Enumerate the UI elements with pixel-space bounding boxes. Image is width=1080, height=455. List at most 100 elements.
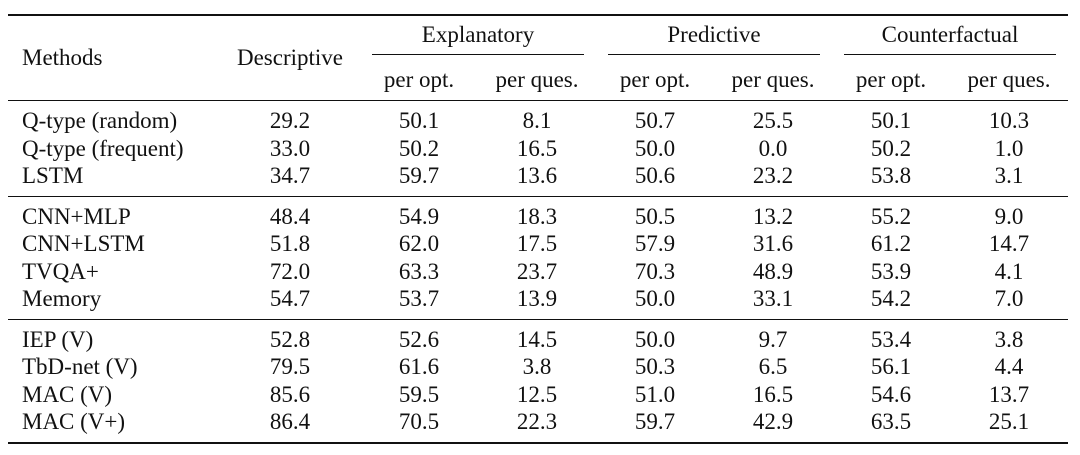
value-cell: 56.1	[870, 354, 912, 379]
value-cell: 50.2	[398, 135, 440, 161]
table-row: CNN+LSTM 51.8 62.0 17.5 57.9 31.6 61.2 14.7	[8, 230, 1068, 258]
value-cell: 9.7	[758, 326, 788, 352]
value-cell: 25.1	[988, 409, 1030, 434]
value-cell: 54.2	[870, 286, 912, 311]
value-cell: 50.5	[634, 203, 676, 229]
header-subcolumn: per ques.	[731, 67, 815, 92]
value-cell: 13.2	[752, 203, 794, 229]
value-cell: 59.7	[398, 163, 440, 188]
table-row: MAC (V+) 86.4 70.5 22.3 59.7 42.9 63.5 25.1	[8, 408, 1069, 443]
table-row: Q-type (frequent) 33.0 50.2 16.5 50.0 0.0 50.2…	[8, 135, 1068, 163]
value-cell: 10.3	[988, 108, 1030, 133]
results-table: Methods Descriptive Explanatory Predicti…	[8, 14, 1069, 444]
table-row: CNN+MLP 48.4 54.9 18.3 50.5 13.2 55.2 9.0	[8, 196, 1069, 230]
value-cell: 50.3	[634, 354, 676, 379]
value-cell: 50.0	[634, 135, 676, 161]
value-cell: 52.6	[398, 326, 440, 352]
value-cell: 86.4	[269, 409, 311, 434]
header-group-label: Explanatory	[372, 22, 584, 55]
header-descriptive: Descriptive	[236, 45, 343, 70]
value-cell: 50.6	[634, 163, 676, 188]
method-name-cell: CNN+MLP	[22, 203, 131, 229]
value-cell: 17.5	[516, 231, 558, 256]
value-cell: 51.0	[634, 381, 676, 407]
value-cell: 50.1	[870, 108, 912, 133]
value-cell: 23.7	[516, 258, 558, 284]
value-cell: 3.8	[522, 354, 552, 379]
value-cell: 48.4	[269, 203, 311, 229]
table-body: Q-type (random) 29.2 50.1 8.1 50.7 25.5 50.1 10…	[8, 100, 1069, 443]
value-cell: 13.9	[516, 286, 558, 311]
value-cell: 42.9	[752, 409, 794, 434]
table-row: MAC (V) 85.6 59.5 12.5 51.0 16.5 54.6 13.7	[8, 381, 1068, 409]
value-cell: 16.5	[752, 381, 794, 407]
value-cell: 54.7	[269, 286, 311, 311]
value-cell: 12.5	[516, 381, 558, 407]
value-cell: 52.8	[269, 326, 311, 352]
header-subcolumn: per opt.	[855, 67, 927, 92]
value-cell: 33.1	[752, 286, 794, 311]
value-cell: 48.9	[752, 258, 794, 284]
value-cell: 50.7	[634, 108, 676, 133]
table-row: TVQA+ 72.0 63.3 23.7 70.3 48.9 53.9 4.1	[8, 258, 1068, 286]
value-cell: 85.6	[269, 381, 311, 407]
method-name-cell: LSTM	[22, 163, 84, 188]
value-cell: 25.5	[752, 108, 794, 133]
value-cell: 62.0	[398, 231, 440, 256]
method-name-cell: CNN+LSTM	[22, 231, 145, 256]
value-cell: 54.6	[870, 381, 912, 407]
value-cell: 72.0	[269, 258, 311, 284]
value-cell: 14.7	[988, 231, 1030, 256]
value-cell: 33.0	[269, 135, 311, 161]
value-cell: 70.5	[398, 409, 440, 434]
results-table-container: Methods Descriptive Explanatory Predicti…	[8, 14, 1069, 444]
value-cell: 29.2	[269, 108, 311, 133]
value-cell: 0.0	[758, 135, 788, 161]
value-cell: 61.6	[398, 354, 440, 379]
header-methods: Methods	[22, 45, 103, 70]
value-cell: 4.4	[994, 354, 1024, 379]
value-cell: 54.9	[398, 203, 440, 229]
method-name-cell: Q-type (random)	[22, 108, 178, 133]
value-cell: 14.5	[516, 326, 558, 352]
value-cell: 55.2	[870, 203, 912, 229]
header-group-label: Predictive	[608, 22, 820, 55]
value-cell: 57.9	[634, 231, 676, 256]
value-cell: 7.0	[994, 286, 1024, 311]
header-subcolumn: per opt.	[383, 67, 455, 92]
value-cell: 23.2	[752, 163, 794, 188]
value-cell: 13.6	[516, 163, 558, 188]
value-cell: 13.7	[988, 381, 1030, 407]
method-name-cell: Q-type (frequent)	[22, 135, 184, 161]
value-cell: 53.4	[870, 326, 912, 352]
header-subcolumn: per opt.	[619, 67, 691, 92]
value-cell: 50.0	[634, 326, 676, 352]
value-cell: 22.3	[516, 409, 558, 434]
value-cell: 18.3	[516, 203, 558, 229]
method-name-cell: Memory	[22, 286, 102, 311]
header-row-subcolumns: per opt. per ques. per opt. per ques. pe…	[8, 60, 1068, 101]
table-row: Memory 54.7 53.7 13.9 50.0 33.1 54.2 7.0	[8, 285, 1068, 319]
header-group-counterfactual: Counterfactual	[832, 15, 1068, 60]
value-cell: 34.7	[269, 163, 311, 188]
value-cell: 53.9	[870, 258, 912, 284]
value-cell: 63.3	[398, 258, 440, 284]
table-row: LSTM 34.7 59.7 13.6 50.6 23.2 53.8 3.1	[8, 162, 1068, 196]
value-cell: 8.1	[522, 108, 552, 133]
header-group-label: Counterfactual	[844, 22, 1057, 55]
value-cell: 4.1	[994, 258, 1024, 284]
value-cell: 79.5	[269, 354, 311, 379]
value-cell: 70.3	[634, 258, 676, 284]
table-row: IEP (V) 52.8 52.6 14.5 50.0 9.7 53.4 3.8	[8, 319, 1069, 353]
method-name-cell: TVQA+	[22, 258, 99, 284]
header-subcolumn: per ques.	[495, 67, 579, 92]
header-subcolumn: per ques.	[967, 67, 1051, 92]
table-row: Q-type (random) 29.2 50.1 8.1 50.7 25.5 50.1 10…	[8, 100, 1069, 135]
value-cell: 59.7	[634, 409, 676, 434]
value-cell: 61.2	[870, 231, 912, 256]
value-cell: 51.8	[269, 231, 311, 256]
value-cell: 53.8	[870, 163, 912, 188]
header-group-explanatory: Explanatory	[360, 15, 596, 60]
method-name-cell: MAC (V+)	[22, 409, 126, 434]
method-name-cell: MAC (V)	[22, 381, 113, 407]
